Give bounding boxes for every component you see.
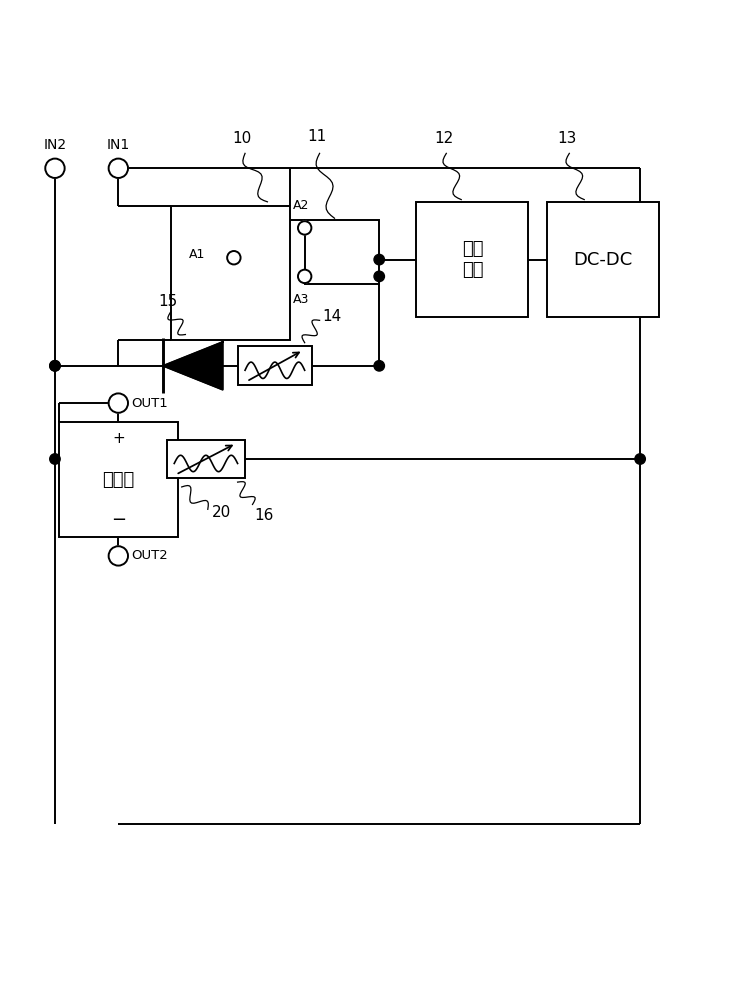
- Text: A3: A3: [293, 293, 309, 306]
- Text: 14: 14: [322, 309, 341, 324]
- Text: A2: A2: [293, 199, 309, 212]
- Text: OUT1: OUT1: [131, 397, 168, 410]
- Bar: [305, 220, 379, 284]
- Text: +: +: [112, 431, 125, 446]
- Text: 11: 11: [308, 129, 327, 144]
- Circle shape: [298, 270, 312, 283]
- Text: IN2: IN2: [44, 138, 67, 152]
- Text: 10: 10: [232, 131, 252, 146]
- Bar: [417, 202, 528, 317]
- Circle shape: [50, 361, 60, 371]
- Bar: [237, 346, 312, 385]
- Circle shape: [109, 546, 128, 566]
- Circle shape: [50, 361, 60, 371]
- Text: 15: 15: [158, 294, 178, 309]
- Text: 控制
单元: 控制 单元: [462, 240, 483, 279]
- Text: 12: 12: [435, 131, 454, 146]
- Text: 13: 13: [557, 131, 577, 146]
- Text: 16: 16: [255, 508, 274, 523]
- Circle shape: [109, 393, 128, 413]
- Text: DC-DC: DC-DC: [573, 251, 632, 269]
- Circle shape: [635, 454, 645, 464]
- Circle shape: [374, 271, 385, 282]
- Text: IN1: IN1: [107, 138, 130, 152]
- Circle shape: [298, 221, 312, 235]
- Circle shape: [45, 159, 65, 178]
- Circle shape: [50, 454, 60, 464]
- Circle shape: [374, 254, 385, 265]
- Circle shape: [374, 361, 385, 371]
- Text: 锂电池: 锂电池: [102, 471, 134, 489]
- Bar: [170, 206, 290, 340]
- Circle shape: [109, 159, 128, 178]
- Circle shape: [227, 251, 240, 264]
- Bar: [547, 202, 659, 317]
- Bar: [167, 440, 245, 478]
- Bar: [59, 422, 178, 537]
- Text: 20: 20: [212, 505, 231, 520]
- Text: OUT2: OUT2: [131, 549, 168, 562]
- Text: −: −: [110, 511, 126, 529]
- Text: A1: A1: [189, 248, 206, 261]
- Polygon shape: [163, 342, 223, 390]
